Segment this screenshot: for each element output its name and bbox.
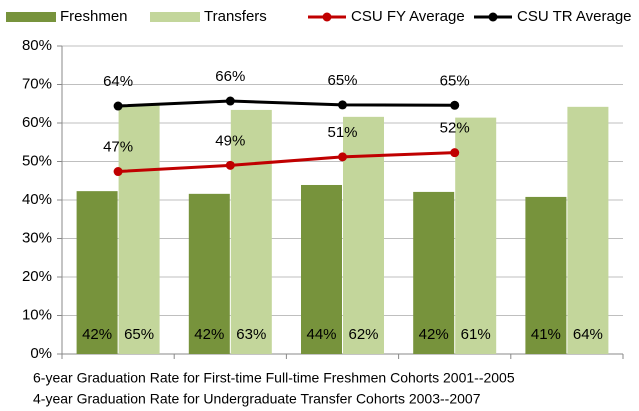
legend-swatch	[150, 12, 200, 22]
bar-label: 42%	[194, 326, 224, 343]
y-tick-label: 20%	[22, 268, 52, 285]
y-tick-label: 40%	[22, 191, 52, 208]
line-marker	[113, 167, 123, 177]
line-label: 65%	[327, 72, 357, 89]
bar	[188, 193, 230, 354]
bar	[230, 109, 272, 354]
line-marker	[450, 100, 460, 110]
legend-label: CSU FY Average	[351, 8, 465, 25]
line-label: 51%	[327, 124, 357, 141]
legend-marker	[488, 12, 498, 22]
line-label: 47%	[103, 138, 133, 155]
y-tick-label: 50%	[22, 152, 52, 169]
legend-swatch	[6, 12, 56, 22]
line-marker	[113, 101, 123, 111]
bar-label: 65%	[124, 326, 154, 343]
y-tick-label: 30%	[22, 229, 52, 246]
line-label: 66%	[215, 68, 245, 85]
bar-label: 64%	[573, 326, 603, 343]
bar	[455, 117, 497, 354]
bar-label: 44%	[306, 326, 336, 343]
line-label: 52%	[440, 120, 470, 137]
x-axis-label: 6-year Graduation Rate for First-time Fu…	[33, 370, 515, 386]
line-marker	[225, 96, 235, 106]
bar-label: 42%	[419, 326, 449, 343]
y-tick-label: 80%	[22, 37, 52, 54]
bar	[118, 104, 160, 354]
bar	[567, 106, 609, 354]
line-label: 65%	[440, 72, 470, 89]
line	[118, 99, 455, 108]
bar	[76, 191, 118, 354]
bar-label: 42%	[82, 326, 112, 343]
bar	[525, 196, 567, 354]
legend-marker	[322, 12, 332, 22]
line-marker	[225, 160, 235, 170]
y-tick-label: 70%	[22, 75, 52, 92]
legend-label: CSU TR Average	[517, 8, 632, 25]
y-tick-label: 10%	[22, 306, 52, 323]
line-marker	[450, 148, 460, 158]
bar-label: 62%	[348, 326, 378, 343]
bar-label: 61%	[461, 326, 491, 343]
bar-label: 63%	[236, 326, 266, 343]
bar	[343, 116, 384, 354]
legend-label: Transfers	[204, 8, 267, 25]
line	[118, 151, 455, 174]
line-label: 64%	[103, 73, 133, 90]
bar-label: 41%	[531, 326, 561, 343]
line-marker	[338, 152, 347, 162]
bar	[413, 191, 455, 354]
bar	[301, 184, 342, 354]
legend-label: Freshmen	[60, 8, 128, 25]
line-marker	[338, 100, 347, 110]
y-tick-label: 0%	[30, 345, 52, 362]
x-axis-label: 4-year Graduation Rate for Undergraduate…	[33, 391, 481, 407]
line-label: 49%	[215, 132, 245, 149]
y-tick-label: 60%	[22, 114, 52, 131]
